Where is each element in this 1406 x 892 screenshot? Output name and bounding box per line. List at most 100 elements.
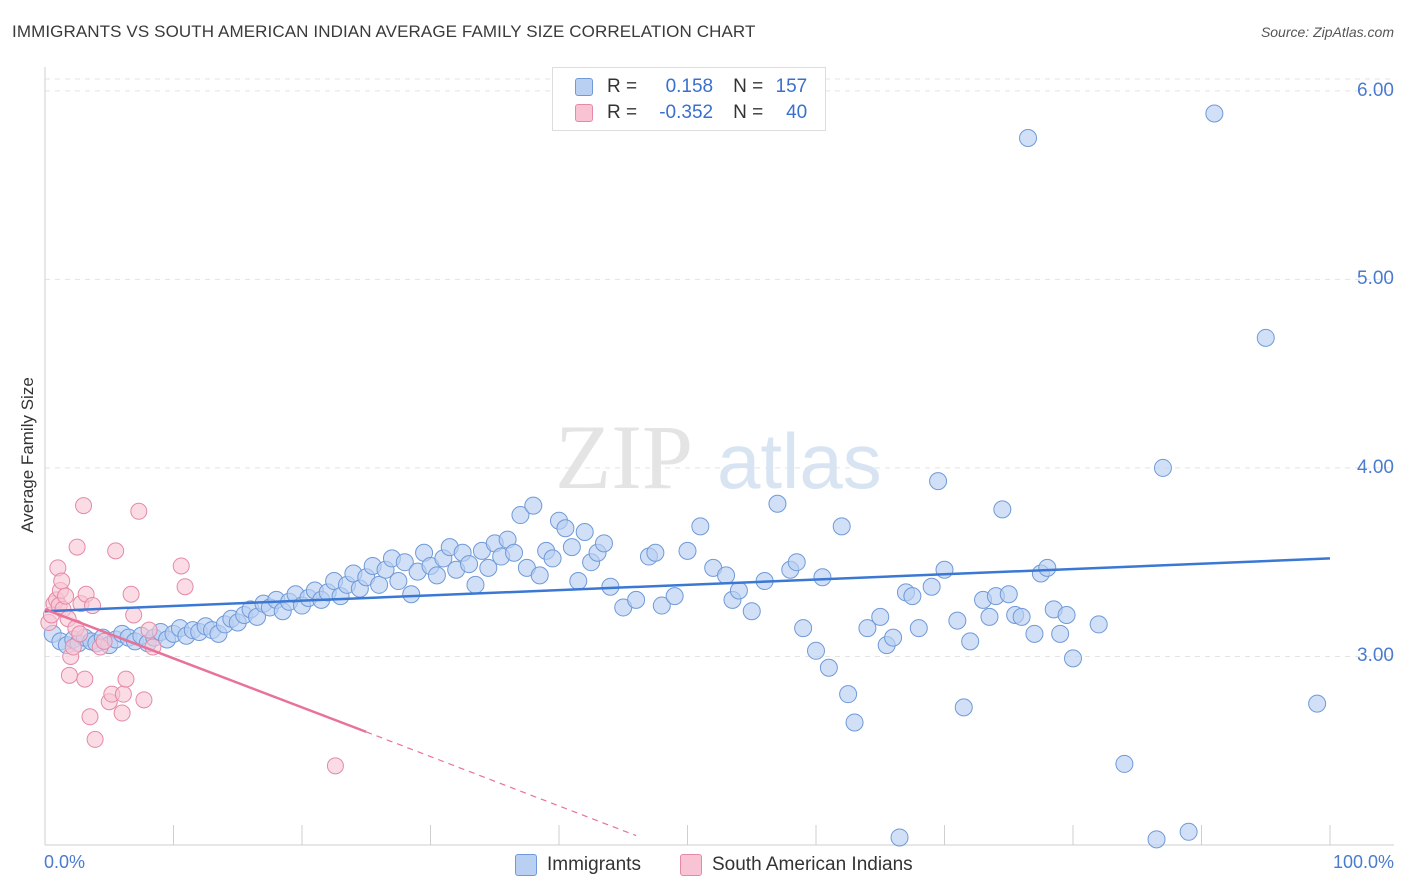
- immigrants-point: [1147, 830, 1166, 849]
- immigrants-point: [556, 519, 575, 538]
- legend-r-value: -0.352: [659, 102, 714, 123]
- immigrants-point: [1179, 822, 1198, 841]
- sai-point: [125, 606, 143, 624]
- sai-point: [122, 585, 140, 603]
- immigrants-point: [678, 541, 697, 560]
- legend-n-label: N =: [733, 102, 764, 123]
- immigrants-point: [466, 575, 485, 594]
- immigrants-point: [858, 619, 877, 638]
- immigrants-point: [594, 534, 613, 553]
- immigrants-point: [768, 494, 787, 513]
- y-tick-label: 3.00: [1357, 645, 1394, 667]
- sai-point: [107, 542, 125, 560]
- immigrants-points: [43, 104, 1327, 849]
- y-tick-label: 5.00: [1357, 268, 1394, 290]
- sai-trend-line: [44, 608, 367, 734]
- sai-point: [75, 497, 93, 515]
- immigrants-point: [524, 496, 543, 515]
- sai-point: [172, 557, 190, 575]
- sai-point: [57, 587, 75, 605]
- immigrants-point: [530, 566, 549, 585]
- legend-n-value: 157: [775, 76, 808, 97]
- legend-item-sai: South American Indians: [680, 852, 913, 878]
- sai-points: [40, 497, 344, 775]
- legend-swatch-immigrants: [575, 78, 593, 96]
- immigrants-point: [839, 685, 858, 704]
- x-tick-label-min: 0.0%: [44, 852, 86, 872]
- immigrants-point: [395, 553, 414, 572]
- immigrants-point: [845, 713, 864, 732]
- immigrants-point: [1038, 558, 1057, 577]
- sai-point: [114, 685, 132, 703]
- sai-point: [176, 578, 194, 596]
- sai-point: [68, 538, 86, 556]
- immigrants-point: [691, 517, 710, 536]
- immigrants-point: [627, 590, 646, 609]
- immigrants-point: [665, 587, 684, 606]
- immigrants-point: [871, 607, 890, 626]
- immigrants-point: [1064, 649, 1082, 668]
- immigrants-point: [1205, 104, 1224, 123]
- immigrants-point: [980, 607, 999, 626]
- immigrants-point: [954, 698, 973, 717]
- watermark-atlas: atlas: [717, 417, 882, 505]
- chart-title: IMMIGRANTS VS SOUTH AMERICAN INDIAN AVER…: [12, 22, 756, 41]
- immigrants-point: [427, 566, 446, 585]
- sai-point: [113, 704, 131, 722]
- immigrants-point: [903, 587, 922, 606]
- x-tick-label-max: 100.0%: [1332, 852, 1394, 872]
- immigrants-point: [1012, 607, 1031, 626]
- legend-swatch-sai: [575, 104, 593, 122]
- immigrants-trend-line: [44, 557, 1331, 613]
- immigrants-point: [646, 543, 665, 562]
- legend-r-label: R =: [607, 76, 638, 97]
- immigrants-point: [1025, 624, 1044, 643]
- legend-item-immigrants: Immigrants: [515, 852, 641, 878]
- sai-trend-line-extension: [366, 731, 637, 837]
- source-label: Source: ZipAtlas.com: [1260, 24, 1394, 40]
- immigrants-point: [794, 619, 813, 638]
- sai-point: [135, 691, 153, 709]
- y-axis-label: Average Family Size: [18, 377, 37, 533]
- immigrants-point: [511, 506, 530, 525]
- sai-point: [130, 502, 148, 520]
- immigrants-point: [729, 581, 748, 600]
- legend-row-immigrants: R = 0.158 N = 157: [575, 75, 807, 99]
- immigrants-point: [1051, 624, 1070, 643]
- trend-lines: [44, 557, 1331, 837]
- immigrants-point: [569, 572, 588, 591]
- watermark-zip: ZIP: [555, 406, 693, 508]
- immigrants-point: [389, 572, 408, 591]
- legend-r-label: R =: [607, 102, 638, 123]
- immigrants-point: [890, 828, 909, 847]
- immigrants-point: [807, 641, 825, 660]
- sai-point: [60, 666, 78, 684]
- immigrants-point: [1115, 754, 1134, 773]
- immigrants-point: [1019, 128, 1038, 147]
- immigrants-point: [1057, 605, 1076, 624]
- immigrants-point: [884, 628, 903, 647]
- immigrants-point: [922, 577, 941, 596]
- sai-point: [84, 597, 102, 615]
- sai-point: [326, 757, 344, 775]
- immigrants-point: [370, 575, 389, 594]
- sai-point: [86, 730, 104, 748]
- immigrants-point: [1308, 694, 1327, 713]
- immigrants-point: [543, 549, 562, 568]
- immigrants-point: [961, 632, 980, 651]
- sai-point: [140, 621, 158, 639]
- sai-point: [71, 625, 89, 643]
- legend-r-value: 0.158: [665, 76, 714, 97]
- legend-n-value: 40: [786, 102, 808, 123]
- immigrants-point: [787, 553, 806, 572]
- legend-swatch-immigrants: [515, 854, 537, 876]
- immigrants-point: [1153, 458, 1172, 477]
- immigrants-point: [1089, 615, 1108, 634]
- immigrants-point: [929, 472, 948, 491]
- y-tick-label: 4.00: [1357, 456, 1394, 478]
- immigrants-point: [999, 585, 1018, 604]
- immigrants-point: [813, 568, 832, 587]
- immigrants-point: [832, 517, 851, 536]
- legend-swatch-sai: [680, 854, 702, 876]
- immigrants-point: [909, 619, 928, 638]
